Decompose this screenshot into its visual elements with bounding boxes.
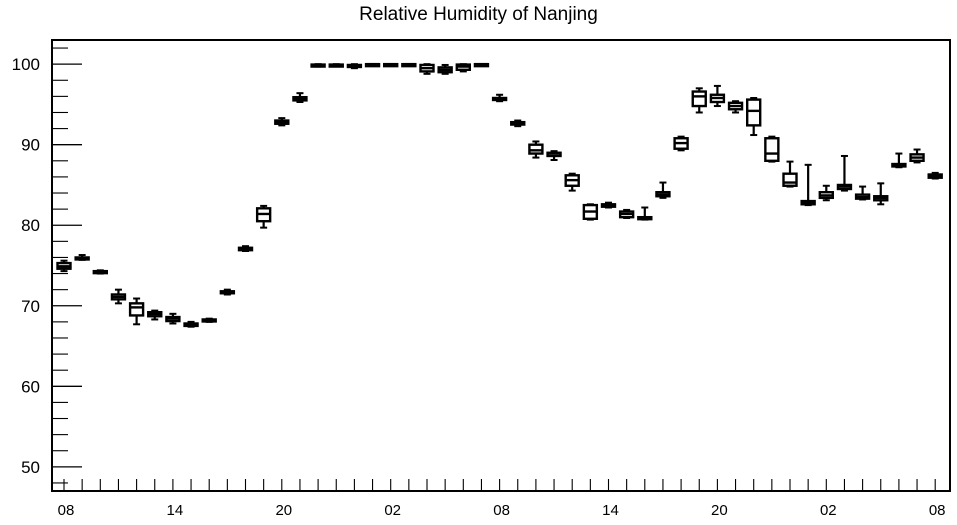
box-iqr <box>691 90 707 108</box>
y-tick-label: 50 <box>21 458 40 477</box>
y-tick-label: 60 <box>21 377 40 396</box>
box-iqr <box>528 143 544 155</box>
plot-frame <box>51 39 951 492</box>
x-tick-label: 14 <box>167 502 184 519</box>
y-tick-label: 70 <box>21 297 40 316</box>
y-tick-label: 80 <box>21 216 40 235</box>
y-tick-label: 100 <box>12 55 40 74</box>
box-iqr <box>746 98 762 127</box>
box-iqr <box>128 302 145 317</box>
chart-title: Relative Humidity of Nanjing <box>359 4 598 25</box>
y-tick-label: 90 <box>21 136 40 155</box>
x-tick-label: 08 <box>58 502 75 519</box>
x-tick-label: 20 <box>275 502 292 519</box>
box-iqr <box>782 172 798 187</box>
x-tick-label: 20 <box>711 502 728 519</box>
box-iqr <box>764 137 780 163</box>
x-tick-label: 02 <box>820 502 837 519</box>
x-tick-label: 14 <box>602 502 619 519</box>
x-tick-label: 08 <box>929 502 946 519</box>
x-tick-label: 08 <box>493 502 510 519</box>
x-tick-label: 02 <box>384 502 401 519</box>
